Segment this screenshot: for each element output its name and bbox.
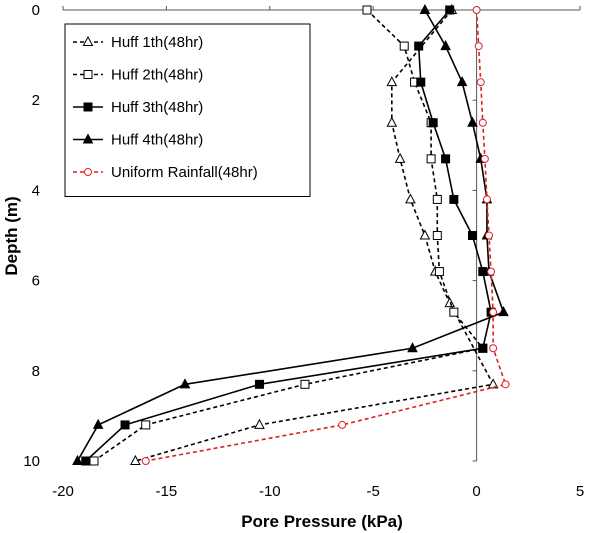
x-tick-label: -15 xyxy=(156,483,178,500)
data-point xyxy=(489,308,498,317)
data-point xyxy=(501,380,510,389)
axes: -20 -15 -10 -5 0 5 0 2 4 6 8 10 xyxy=(23,2,584,500)
series-5 xyxy=(141,6,510,465)
data-point xyxy=(456,76,468,87)
data-point xyxy=(482,195,491,204)
data-point xyxy=(487,267,496,276)
data-point xyxy=(81,456,91,466)
data-point xyxy=(120,420,130,430)
data-point xyxy=(338,420,347,429)
series-layer xyxy=(72,3,510,466)
data-point xyxy=(432,194,442,204)
legend-marker xyxy=(83,70,93,79)
data-point xyxy=(489,344,498,353)
data-point xyxy=(92,418,104,429)
data-point xyxy=(89,456,99,466)
x-tick-label: -10 xyxy=(259,483,281,500)
data-point xyxy=(419,3,431,14)
data-point xyxy=(405,193,416,204)
y-tick-label: 8 xyxy=(32,363,40,380)
legend-item-4: Huff 4th(48hr) xyxy=(73,132,203,149)
legend-item-2: Huff 2th(48hr) xyxy=(73,67,203,84)
data-point xyxy=(432,231,442,240)
data-point xyxy=(394,152,406,163)
legend: Huff 1th(48hr) Huff 2th(48hr) Huff 3th(48h… xyxy=(64,23,311,197)
legend-item-3: Huff 3th(48hr) xyxy=(73,99,203,116)
legend-marker xyxy=(84,168,92,176)
data-point xyxy=(386,116,398,127)
y-tick-label: 4 xyxy=(32,182,40,199)
data-point xyxy=(467,231,477,240)
data-point xyxy=(141,420,151,430)
data-point xyxy=(254,418,265,429)
y-tick-label: 2 xyxy=(32,92,40,109)
data-point xyxy=(467,116,478,127)
legend-marker xyxy=(82,35,94,46)
data-point xyxy=(300,379,310,389)
data-point xyxy=(72,454,83,465)
data-point xyxy=(362,5,372,15)
legend-label: Huff 4th(48hr) xyxy=(111,132,203,149)
y-tick-label: 0 xyxy=(32,2,40,19)
data-point xyxy=(399,41,409,51)
data-point xyxy=(179,378,191,389)
data-point xyxy=(434,267,444,277)
data-point xyxy=(254,379,264,389)
data-point xyxy=(426,154,436,164)
data-point xyxy=(478,343,488,353)
legend-label: Huff 2th(48hr) xyxy=(111,67,203,84)
data-point xyxy=(472,6,481,14)
y-axis-title: Depth (m) xyxy=(2,196,21,275)
data-point xyxy=(487,378,499,389)
data-point xyxy=(428,118,438,128)
data-point xyxy=(419,229,431,240)
legend-item-5: Uniform Rainfall(48hr) xyxy=(73,164,258,181)
data-point xyxy=(485,231,494,240)
data-point xyxy=(449,194,459,204)
legend-item-1: Huff 1th(48hr) xyxy=(73,34,203,51)
data-point xyxy=(498,306,509,317)
data-point xyxy=(449,307,459,317)
data-point xyxy=(407,342,418,353)
data-point xyxy=(416,77,426,87)
x-tick-label: -5 xyxy=(367,483,380,500)
data-point xyxy=(130,454,141,465)
legend-marker xyxy=(82,133,94,144)
y-tick-label: 6 xyxy=(32,273,40,290)
data-point xyxy=(476,78,485,87)
data-point xyxy=(440,40,451,51)
data-point xyxy=(474,42,483,51)
x-tick-label: -20 xyxy=(52,483,74,500)
x-tick-label: 5 xyxy=(576,483,584,500)
data-point xyxy=(141,457,150,465)
data-point xyxy=(480,154,489,163)
legend-marker xyxy=(83,102,93,112)
data-point xyxy=(441,154,451,164)
legend-box xyxy=(64,23,311,197)
x-tick-label: 0 xyxy=(472,483,480,500)
legend-label: Huff 3th(48hr) xyxy=(111,99,203,116)
legend-label: Huff 1th(48hr) xyxy=(111,34,203,51)
data-point xyxy=(386,76,398,87)
y-tick-label: 10 xyxy=(23,453,40,470)
data-point xyxy=(478,118,487,127)
data-point xyxy=(445,5,455,15)
data-point xyxy=(414,41,424,51)
legend-label: Uniform Rainfall(48hr) xyxy=(111,164,258,181)
x-axis-title: Pore Pressure (kPa) xyxy=(241,512,403,531)
